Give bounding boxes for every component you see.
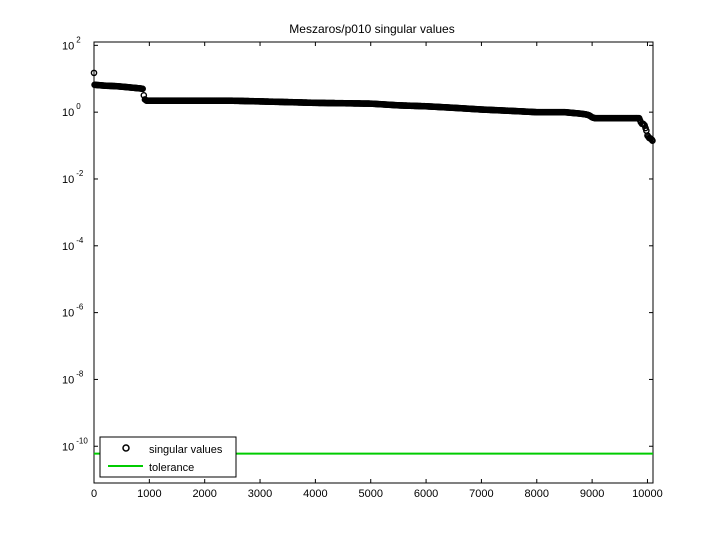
series-singular-values	[90, 69, 656, 144]
chart-title: Meszaros/p010 singular values	[289, 22, 454, 36]
x-tick-label: 5000	[358, 488, 382, 500]
y-tick-label: 10-2	[62, 169, 84, 186]
data-point	[139, 85, 146, 93]
data-point	[649, 137, 656, 144]
x-tick-label: 2000	[192, 488, 216, 500]
x-tick-label: 8000	[525, 488, 549, 500]
x-tick-label: 7000	[469, 488, 493, 500]
y-tick-label: 102	[62, 35, 81, 52]
legend-label-singular-values: singular values	[149, 444, 223, 456]
legend-marker-singular-values	[122, 444, 130, 452]
y-tick-label: 100	[62, 102, 81, 119]
x-tick-label: 1000	[137, 488, 161, 500]
legend-box	[99, 436, 237, 478]
y-tick-label: 10-6	[62, 303, 84, 320]
x-axis: 0 1000 2000 3000 4000 5000 6000 7000 8000 9000 100…	[91, 42, 663, 500]
data-point	[90, 69, 98, 77]
x-tick-label: 0	[91, 488, 97, 500]
legend: singular values tolerance	[99, 436, 237, 478]
x-tick-label: 3000	[248, 488, 272, 500]
x-tick-label: 10000	[632, 488, 663, 500]
x-tick-label: 6000	[414, 488, 438, 500]
x-tick-label: 4000	[303, 488, 327, 500]
legend-label-tolerance: tolerance	[149, 462, 194, 474]
y-axis: 102 100 10-2 10-4 10-6 10-8 10-10	[62, 35, 653, 453]
plot-area	[93, 41, 654, 484]
y-tick-label: 10-10	[62, 436, 88, 453]
y-tick-label: 10-8	[62, 369, 84, 386]
plot-frame	[93, 41, 654, 484]
x-tick-label: 9000	[580, 488, 604, 500]
data-point	[640, 121, 648, 128]
y-tick-label: 10-4	[62, 236, 84, 253]
